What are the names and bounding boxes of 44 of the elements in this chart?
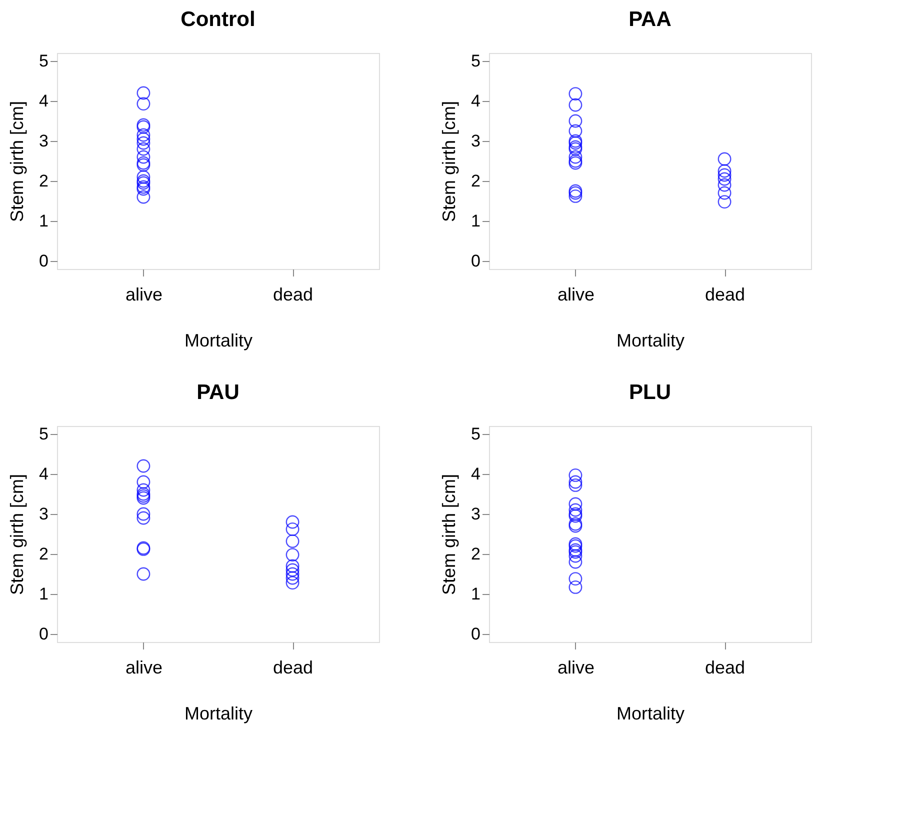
x-tick-label: dead	[705, 284, 746, 304]
y-axis-title: Stem girth [cm]	[439, 474, 460, 596]
y-tick-label: 1	[39, 212, 48, 230]
y-tick-label: 4	[471, 464, 480, 484]
chart-title: PAA	[628, 8, 672, 31]
chart-title: PLU	[629, 381, 671, 404]
x-tick-label: dead	[273, 284, 314, 304]
y-tick-label: 1	[471, 212, 480, 230]
y-axis-title: Stem girth [cm]	[439, 100, 460, 222]
y-tick-label: 0	[471, 252, 480, 270]
x-tick-label: dead	[273, 658, 314, 678]
y-tick-label: 3	[39, 132, 48, 150]
y-tick-label: 0	[39, 252, 48, 270]
y-tick-label: 2	[471, 544, 480, 564]
y-tick-label: 3	[39, 504, 48, 524]
y-tick-label: 1	[39, 584, 48, 604]
chart-title: PAU	[196, 381, 240, 404]
y-tick-label: 5	[39, 52, 48, 70]
y-tick-label: 1	[471, 584, 480, 604]
y-tick-label: 5	[471, 424, 480, 444]
y-tick-label: 5	[39, 424, 48, 444]
y-axis-title: Stem girth [cm]	[7, 474, 28, 596]
y-tick-label: 2	[39, 172, 48, 190]
x-tick-label: dead	[705, 658, 746, 678]
y-tick-label: 5	[471, 52, 480, 70]
y-axis-title: Stem girth [cm]	[7, 100, 28, 222]
x-axis-title: Mortality	[616, 704, 685, 724]
x-axis-title: Mortality	[184, 704, 253, 724]
x-tick-label: alive	[557, 284, 594, 304]
y-tick-label: 3	[471, 132, 480, 150]
y-tick-label: 4	[39, 92, 48, 110]
y-tick-label: 4	[39, 464, 48, 484]
x-tick-label: alive	[125, 284, 162, 304]
x-axis-title: Mortality	[184, 330, 253, 350]
y-tick-label: 4	[471, 92, 480, 110]
chart-title: Control	[180, 8, 256, 31]
y-tick-label: 3	[471, 504, 480, 524]
y-tick-label: 2	[39, 544, 48, 564]
x-axis-title: Mortality	[616, 330, 685, 350]
x-tick-label: alive	[125, 658, 162, 678]
y-tick-label: 0	[39, 624, 48, 644]
y-tick-label: 2	[471, 172, 480, 190]
y-tick-label: 0	[471, 624, 480, 644]
x-tick-label: alive	[557, 658, 594, 678]
